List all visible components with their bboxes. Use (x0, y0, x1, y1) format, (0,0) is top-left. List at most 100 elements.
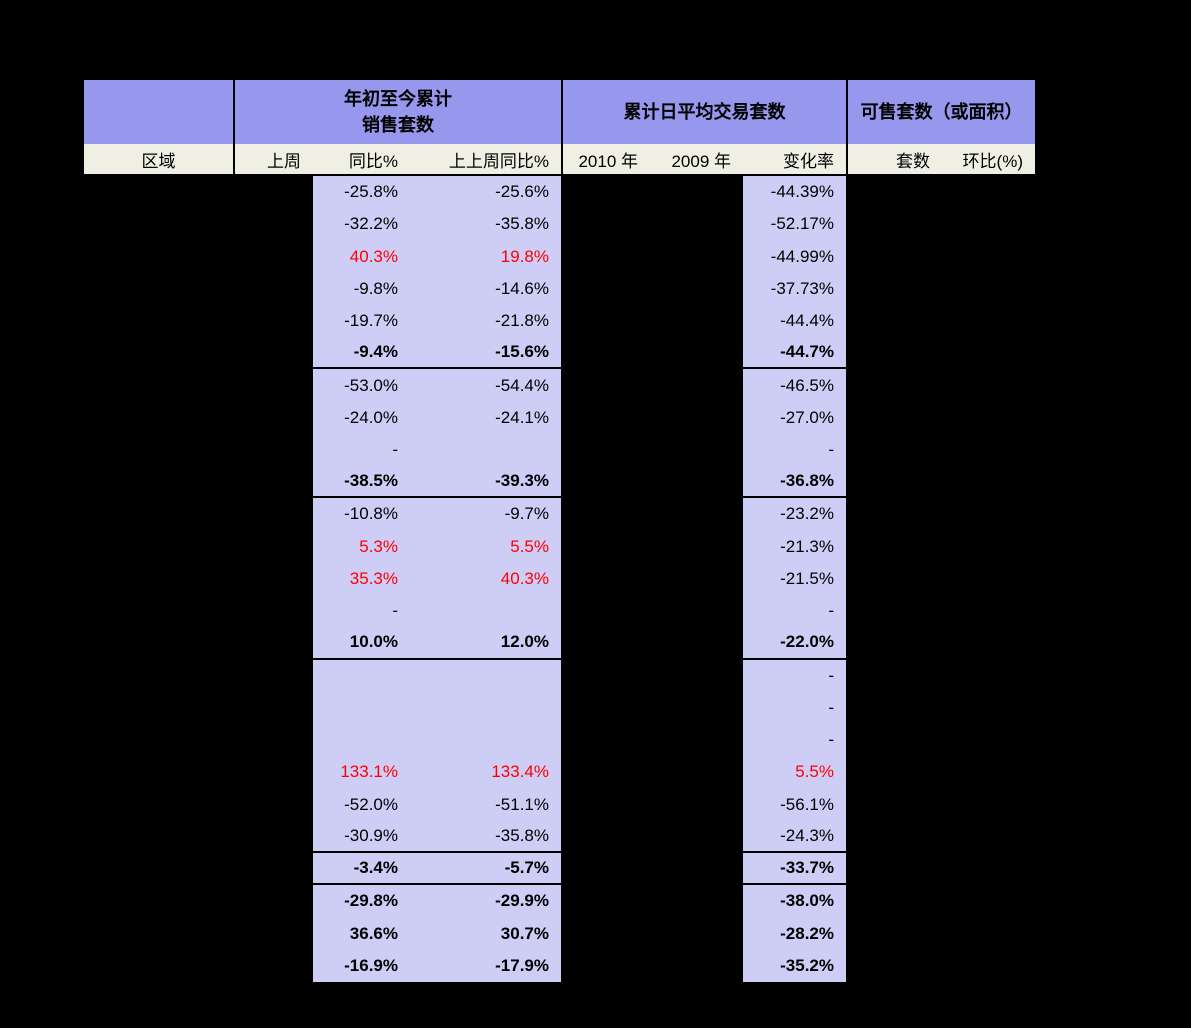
empty-cell (650, 885, 743, 917)
table-cell: -15.6% (410, 337, 561, 370)
table-cell: -35.8% (410, 820, 561, 853)
empty-cell (942, 369, 1035, 401)
table-cell: -54.4% (410, 369, 561, 402)
empty-cell (84, 563, 233, 595)
empty-cell (650, 402, 743, 434)
table-cell: -25.8% (313, 176, 410, 209)
empty-cell (84, 337, 233, 369)
table-row: 133.1% 133.4% 5.5% (84, 756, 1035, 789)
table-cell: -44.39% (743, 176, 846, 209)
empty-cell (561, 595, 650, 627)
table-cell (410, 595, 561, 628)
empty-cell (84, 402, 233, 434)
empty-cell (650, 305, 743, 337)
empty-cell (84, 240, 233, 272)
table-cell: -32.2% (313, 208, 410, 241)
empty-cell (846, 724, 942, 756)
table-cell: -53.0% (313, 369, 410, 402)
table-row: -- (84, 433, 1035, 467)
empty-cell (84, 853, 233, 885)
table-row: -9.4% -15.6% -44.7% (84, 337, 1035, 370)
column-header-units: 套数 (846, 144, 942, 174)
empty-cell (846, 627, 942, 659)
empty-cell (561, 531, 650, 563)
table-row: -53.0% -54.4% -46.5% (84, 369, 1035, 402)
table-row: 5.3% 5.5% -21.3% (84, 530, 1035, 563)
table-cell: -39.3% (410, 466, 561, 499)
empty-cell (233, 950, 313, 982)
table-cell: -27.0% (743, 401, 846, 434)
empty-cell (233, 176, 313, 208)
table-row: -32.2% -35.8% -52.17% (84, 208, 1035, 241)
table-cell: -35.2% (743, 949, 846, 982)
empty-cell (942, 498, 1035, 530)
empty-cell (650, 240, 743, 272)
table-cell: - (313, 595, 410, 628)
column-header-last-week: 上周 (233, 144, 313, 174)
table-row: -- (84, 595, 1035, 628)
empty-cell (942, 595, 1035, 627)
table-cell: 5.3% (313, 530, 410, 563)
empty-cell (942, 208, 1035, 240)
empty-cell (84, 724, 233, 756)
header-group-daily-avg: 累计日平均交易套数 (561, 80, 846, 144)
empty-cell (942, 885, 1035, 917)
table-cell: -21.8% (410, 304, 561, 338)
empty-cell (561, 692, 650, 724)
header-group-available-label: 可售套数（或面积） (860, 102, 1023, 122)
empty-cell (846, 498, 942, 530)
header-group-available: 可售套数（或面积） (846, 80, 1035, 144)
table-cell: -17.9% (410, 949, 561, 982)
table-cell: -10.8% (313, 498, 410, 531)
empty-cell (561, 305, 650, 337)
empty-cell (846, 788, 942, 820)
table-cell: -9.4% (313, 337, 410, 370)
column-header-region: 区域 (84, 144, 233, 174)
table-row: -38.5% -39.3% -36.8% (84, 466, 1035, 499)
table-cell: -29.9% (410, 885, 561, 918)
table-cell: -30.9% (313, 820, 410, 853)
table-body: -25.8% -25.6% -44.39% -32.2% -35.8% -52.17% 40… (84, 176, 1035, 982)
empty-cell (233, 240, 313, 272)
empty-cell (561, 337, 650, 369)
empty-cell (942, 240, 1035, 272)
empty-cell (846, 337, 942, 369)
empty-cell (650, 595, 743, 627)
empty-cell (846, 240, 942, 272)
column-header-week-before-yoy: 上上周同比% (410, 144, 561, 174)
empty-cell (84, 821, 233, 853)
table-row: - (84, 723, 1035, 757)
empty-cell (84, 208, 233, 240)
empty-cell (942, 950, 1035, 982)
table-cell: -52.0% (313, 788, 410, 821)
table-cell: 133.1% (313, 756, 410, 789)
empty-cell (650, 531, 743, 563)
table-cell (313, 659, 410, 692)
empty-cell (942, 917, 1035, 949)
table-cell: 10.0% (313, 627, 410, 660)
empty-cell (650, 627, 743, 659)
empty-cell (561, 950, 650, 982)
empty-cell (84, 627, 233, 659)
empty-cell (561, 724, 650, 756)
empty-cell (846, 402, 942, 434)
empty-cell (846, 563, 942, 595)
table-cell: -44.99% (743, 240, 846, 273)
table-row: -3.4% -5.7% -33.7% (84, 852, 1035, 886)
table-cell: -28.2% (743, 917, 846, 950)
empty-cell (942, 466, 1035, 498)
table-cell: -16.9% (313, 949, 410, 982)
table-cell: - (743, 723, 846, 757)
empty-cell (942, 434, 1035, 466)
empty-cell (650, 756, 743, 788)
table-cell: -33.7% (743, 852, 846, 886)
empty-cell (84, 950, 233, 982)
empty-cell (233, 369, 313, 401)
table-cell: - (743, 691, 846, 724)
empty-cell (233, 208, 313, 240)
empty-cell (84, 498, 233, 530)
empty-cell (561, 756, 650, 788)
empty-cell (233, 917, 313, 949)
empty-cell (942, 563, 1035, 595)
table-cell: -38.0% (743, 885, 846, 918)
